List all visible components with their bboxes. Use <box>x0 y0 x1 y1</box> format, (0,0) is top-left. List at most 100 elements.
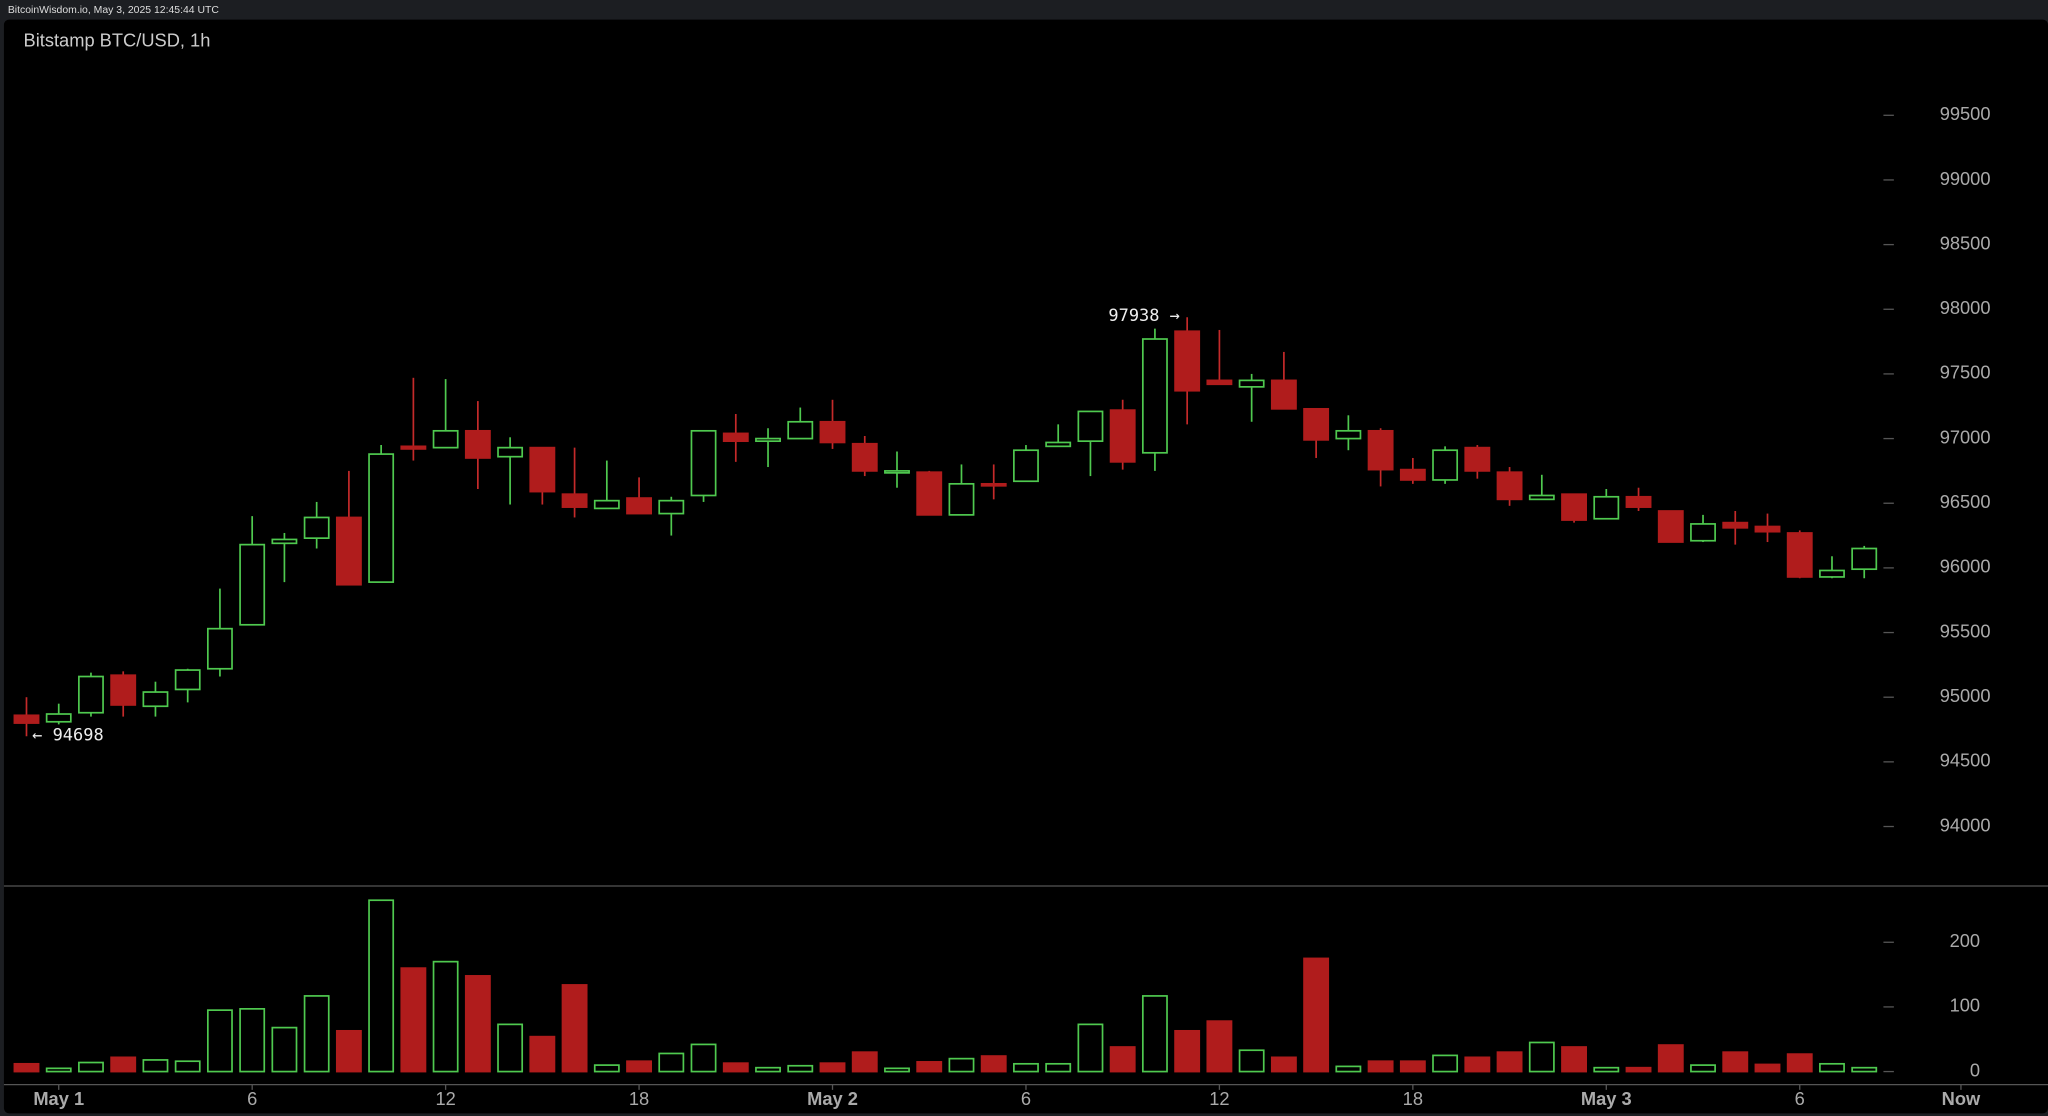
candle-body <box>884 470 910 474</box>
candle-body <box>303 516 330 539</box>
volume-bar <box>1690 1064 1716 1073</box>
candle-body <box>1206 379 1233 386</box>
candle-body <box>1303 407 1330 441</box>
x-tick-label: 6 <box>1795 1088 1805 1109</box>
candle-body <box>690 429 717 497</box>
candle-body <box>271 538 298 545</box>
chart-title: Bitstamp BTC/USD, 1h <box>24 30 211 51</box>
volume-bar <box>1045 1062 1072 1073</box>
chart-area <box>3 19 2048 1114</box>
header-bar <box>0 0 2048 20</box>
volume-bar <box>1851 1066 1878 1073</box>
candle-body <box>1335 429 1362 440</box>
volume-bar <box>722 1062 749 1073</box>
volume-bar <box>1109 1046 1136 1073</box>
volume-bar <box>239 1008 266 1073</box>
x-tick-label: Now <box>1942 1088 1981 1109</box>
candle-body <box>916 471 943 516</box>
y-tick-label: 95500 <box>1940 620 1991 641</box>
volume-bar <box>1399 1060 1426 1073</box>
volume-y-tick-label: 200 <box>1950 930 1981 951</box>
y-tick-label: 98000 <box>1940 297 1991 318</box>
candle-body <box>1399 468 1426 481</box>
y-tick-label: 96000 <box>1940 556 1991 577</box>
candle-body <box>1593 495 1620 520</box>
candle-body <box>1109 409 1136 463</box>
candle-body <box>1432 449 1459 481</box>
candle-body <box>1561 493 1587 521</box>
volume-bar <box>271 1026 298 1073</box>
candle-body <box>1690 523 1716 542</box>
y-tick-label: 94500 <box>1940 750 1991 771</box>
volume-bar <box>45 1067 72 1073</box>
volume-bar <box>1496 1051 1523 1073</box>
x-tick-label: 6 <box>1021 1088 1031 1109</box>
candle-body <box>497 446 524 458</box>
x-tick-label: May 2 <box>807 1088 858 1109</box>
volume-bar <box>1722 1051 1749 1073</box>
volume-y-tick-label: 0 <box>1970 1059 1980 1080</box>
volume-bar <box>1077 1023 1104 1073</box>
candle-body <box>1367 429 1394 471</box>
volume-bar <box>464 975 491 1073</box>
volume-bar <box>497 1023 524 1073</box>
volume-bar <box>561 984 588 1073</box>
x-tick-label: 18 <box>629 1088 649 1109</box>
x-tick-label: 18 <box>1403 1088 1423 1109</box>
x-tick-label: 12 <box>435 1088 455 1109</box>
volume-bar <box>1593 1066 1620 1073</box>
candle-body <box>1851 547 1878 571</box>
candle-body <box>787 420 814 440</box>
volume-bar <box>1206 1020 1233 1073</box>
volume-bar <box>1786 1053 1813 1073</box>
candle-body <box>948 482 975 516</box>
candle-body <box>1625 495 1652 508</box>
volume-bar <box>916 1061 943 1073</box>
volume-bar <box>1270 1056 1297 1073</box>
x-tick-label: May 3 <box>1581 1088 1632 1109</box>
candle-body <box>1013 449 1039 483</box>
candle-body <box>1174 330 1201 392</box>
y-tick-label: 94000 <box>1940 814 1991 835</box>
volume-bar <box>1141 995 1168 1073</box>
volume-bar <box>1625 1066 1652 1073</box>
candle-body <box>1786 532 1813 578</box>
x-tick-label: 6 <box>247 1088 257 1109</box>
candle-body <box>1238 379 1265 388</box>
volume-bar <box>690 1043 717 1073</box>
volume-bar <box>593 1064 620 1073</box>
volume-bar <box>1528 1041 1555 1073</box>
volume-bar <box>948 1057 975 1073</box>
volume-bar <box>368 899 395 1073</box>
volume-bar <box>1174 1029 1201 1073</box>
candle-body <box>1270 379 1297 410</box>
y-tick-label: 97000 <box>1940 426 1991 447</box>
volume-bar <box>787 1064 814 1073</box>
x-tick-label: 12 <box>1209 1088 1229 1109</box>
volume-y-tick-label: 100 <box>1950 995 1981 1016</box>
volume-bar <box>110 1056 137 1073</box>
volume-bar <box>335 1029 362 1073</box>
volume-bar <box>819 1062 846 1073</box>
volume-bar <box>1657 1044 1684 1073</box>
y-tick-label: 96500 <box>1940 491 1991 512</box>
volume-bar <box>1367 1060 1394 1073</box>
volume-bar <box>1432 1054 1459 1073</box>
candle-body <box>13 714 40 724</box>
volume-bar <box>142 1059 169 1073</box>
header-text: BitcoinWisdom.io, May 3, 2025 12:45:44 U… <box>8 5 220 16</box>
volume-bar <box>303 995 330 1073</box>
volume-bar <box>1754 1063 1781 1073</box>
candle-body <box>1722 521 1749 529</box>
volume-bar <box>1819 1062 1845 1073</box>
candle-body <box>658 499 685 515</box>
candle-body <box>561 493 588 508</box>
volume-bar <box>755 1066 781 1073</box>
candle-body <box>851 442 878 472</box>
candle-body <box>464 429 491 459</box>
volume-bar <box>658 1052 685 1073</box>
candle-body <box>1496 471 1523 501</box>
candle-body <box>1045 441 1072 448</box>
y-tick-label: 99500 <box>1940 103 1991 124</box>
